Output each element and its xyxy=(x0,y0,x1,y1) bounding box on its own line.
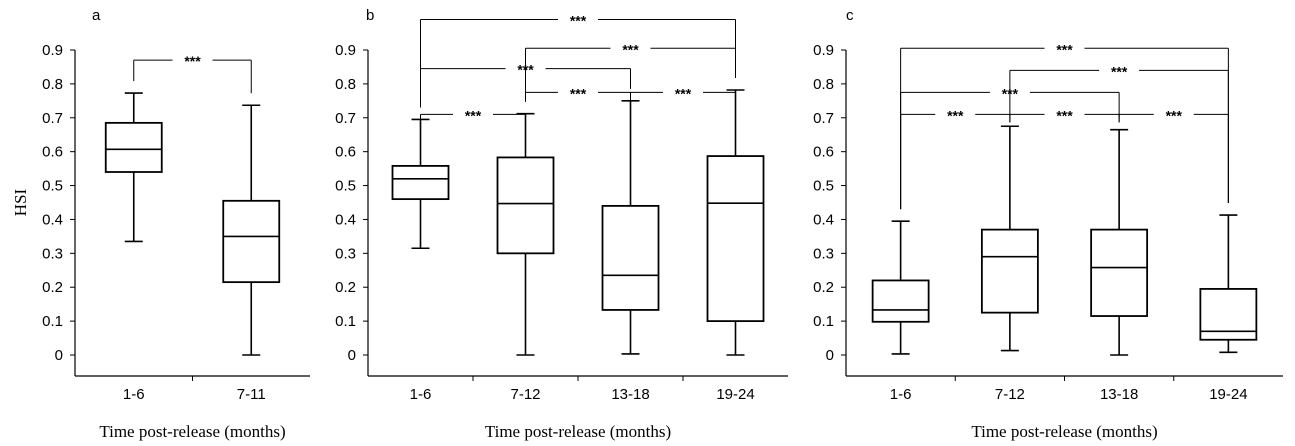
sig-label: *** xyxy=(1111,63,1128,79)
sig-label: *** xyxy=(947,107,964,123)
x-category-label: 19-24 xyxy=(716,386,754,403)
x-category-label: 7-12 xyxy=(995,386,1025,403)
panel-label-a: a xyxy=(92,7,101,24)
y-tick-label: 0.5 xyxy=(42,178,63,195)
x-category-label: 1-6 xyxy=(890,386,912,403)
y-tick-label: 0.1 xyxy=(42,313,63,330)
y-tick-label: 0 xyxy=(348,347,356,364)
x-category-label: 19-24 xyxy=(1209,386,1247,403)
sig-label: *** xyxy=(1056,41,1073,57)
x-category-label: 13-18 xyxy=(611,386,649,403)
box-iqr xyxy=(496,156,555,255)
x-category-label: 1-6 xyxy=(410,386,432,403)
x-category-label: 1-6 xyxy=(123,386,145,403)
panel-label-b: b xyxy=(366,7,374,24)
y-tick-label: 0.6 xyxy=(42,144,63,161)
y-tick-label: 0.1 xyxy=(335,313,356,330)
sig-label: *** xyxy=(570,85,587,101)
x-axis-title: Time post-release (months) xyxy=(485,422,671,441)
sig-label: *** xyxy=(570,13,587,29)
box-iqr xyxy=(391,164,450,201)
y-tick-label: 0.3 xyxy=(42,245,63,262)
x-category-label: 7-12 xyxy=(510,386,540,403)
box-iqr xyxy=(601,204,660,311)
y-tick-label: 0.7 xyxy=(335,110,356,127)
y-tick-label: 0.8 xyxy=(42,76,63,93)
y-tick-label: 0.2 xyxy=(42,279,63,296)
y-tick-label: 0.6 xyxy=(335,144,356,161)
box-iqr xyxy=(1199,288,1258,341)
sig-label: *** xyxy=(1002,85,1019,101)
y-tick-label: 0 xyxy=(826,347,834,364)
box-iqr xyxy=(1090,228,1149,317)
sig-label: *** xyxy=(1056,107,1073,123)
box-iqr xyxy=(871,279,930,323)
y-tick-label: 0.7 xyxy=(42,110,63,127)
y-tick-label: 0.3 xyxy=(335,245,356,262)
y-tick-label: 0.8 xyxy=(335,76,356,93)
y-axis-title: HSI xyxy=(11,188,30,216)
x-axis-title: Time post-release (months) xyxy=(99,422,285,441)
y-tick-label: 0.1 xyxy=(813,313,834,330)
y-tick-label: 0.9 xyxy=(813,42,834,59)
x-category-label: 13-18 xyxy=(1100,386,1138,403)
box-iqr xyxy=(222,199,281,284)
y-tick-label: 0.8 xyxy=(813,76,834,93)
y-tick-label: 0.4 xyxy=(813,211,834,228)
y-tick-label: 0.4 xyxy=(335,211,356,228)
x-axis-title: Time post-release (months) xyxy=(971,422,1157,441)
sig-label: *** xyxy=(517,62,534,78)
y-tick-label: 0.7 xyxy=(813,110,834,127)
panel-label-c: c xyxy=(846,7,854,24)
y-tick-label: 0.6 xyxy=(813,144,834,161)
y-tick-label: 0.9 xyxy=(42,42,63,59)
sig-label: *** xyxy=(465,107,482,123)
x-category-label: 7-11 xyxy=(237,386,266,403)
y-tick-label: 0.2 xyxy=(335,279,356,296)
box-iqr xyxy=(706,155,765,323)
y-tick-label: 0.5 xyxy=(813,178,834,195)
y-tick-label: 0.5 xyxy=(335,178,356,195)
y-tick-label: 0.3 xyxy=(813,245,834,262)
y-tick-label: 0.2 xyxy=(813,279,834,296)
sig-label: *** xyxy=(675,85,692,101)
sig-label: *** xyxy=(1166,107,1183,123)
y-tick-label: 0 xyxy=(55,347,63,364)
box-iqr xyxy=(104,121,163,173)
sig-label: *** xyxy=(184,53,201,69)
y-tick-label: 0.4 xyxy=(42,211,63,228)
box-iqr xyxy=(980,228,1039,314)
sig-label: *** xyxy=(622,41,639,57)
y-tick-label: 0.9 xyxy=(335,42,356,59)
